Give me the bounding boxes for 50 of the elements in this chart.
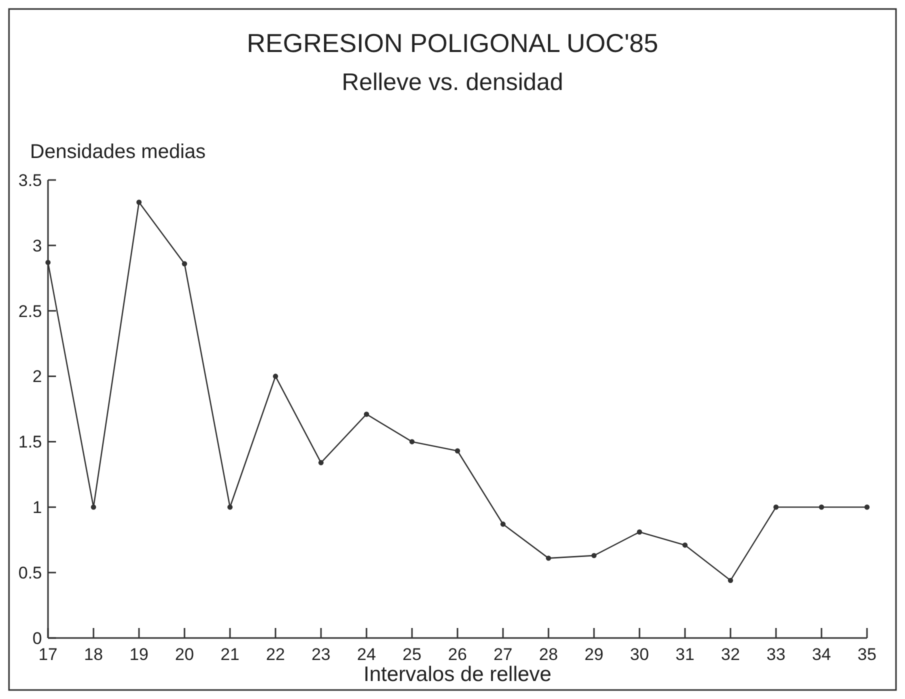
point	[682, 542, 688, 548]
y-tick-label: 3	[32, 236, 42, 256]
point	[728, 578, 734, 584]
x-tick-label: 21	[220, 645, 240, 664]
x-tick-label: 20	[175, 645, 194, 664]
point	[364, 412, 370, 417]
chart-title: REGRESION POLIGONAL UOC'85	[246, 28, 658, 58]
x-tick-label: 26	[448, 645, 467, 664]
point	[454, 448, 460, 454]
point	[636, 529, 642, 535]
point	[272, 374, 278, 379]
x-tick-label: 34	[812, 645, 831, 664]
x-tick-label: 22	[266, 645, 285, 664]
point	[591, 552, 597, 558]
y-axis-title: Densidades medias	[30, 141, 206, 163]
x-tick-label: 27	[494, 645, 512, 664]
y-tick-label: 0	[32, 628, 42, 648]
point	[818, 504, 824, 510]
point	[546, 556, 552, 561]
point	[227, 504, 233, 510]
x-tick-label: 19	[130, 645, 148, 664]
y-tick-label: 0.5	[18, 564, 42, 583]
point	[136, 200, 142, 205]
x-tick-label: 17	[38, 645, 58, 664]
x-tick-label: 33	[766, 645, 786, 664]
point	[864, 504, 870, 510]
point	[409, 439, 415, 444]
chart-subtitle: Relleve vs. densidad	[342, 69, 564, 96]
x-tick-label: 32	[721, 645, 740, 664]
x-tick-label: 28	[539, 645, 558, 664]
x-tick-label: 25	[402, 645, 422, 664]
x-tick-label: 24	[357, 645, 376, 664]
y-tick-label: 2	[32, 367, 42, 386]
point	[773, 504, 779, 510]
x-tick-label: 30	[630, 645, 649, 664]
point	[500, 522, 506, 527]
x-tick-label: 31	[676, 645, 694, 664]
x-tick-label: 29	[584, 645, 604, 664]
x-tick-label: 23	[312, 645, 330, 664]
y-tick-label: 1	[32, 498, 42, 518]
point	[45, 260, 51, 266]
point	[182, 261, 188, 266]
point	[318, 460, 324, 466]
y-tick-label: 2.5	[18, 302, 42, 321]
y-tick-label: 1.5	[18, 432, 42, 452]
x-axis-title: Intervalos de relleve	[364, 663, 552, 686]
y-tick-label: 3.5	[18, 170, 42, 190]
point	[90, 504, 96, 510]
x-tick-label: 35	[858, 645, 876, 664]
x-tick-label: 18	[84, 645, 103, 664]
